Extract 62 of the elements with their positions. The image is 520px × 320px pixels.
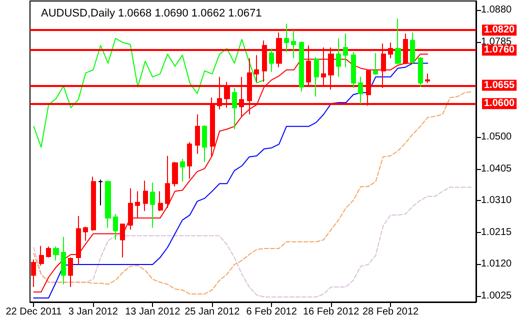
- candlestick: [91, 176, 96, 232]
- line-series: [33, 91, 473, 294]
- candlestick: [395, 18, 401, 65]
- x-tick-label: 3 Jan 2012: [68, 306, 118, 318]
- candlestick: [299, 40, 304, 92]
- line-series: [33, 38, 265, 148]
- y-tick-label: 1.0310: [481, 195, 512, 206]
- candlestick: [291, 30, 296, 59]
- ref-line-label: 1.0820: [484, 24, 516, 36]
- x-tick-label: 6 Feb 2012: [246, 306, 298, 318]
- candlestick: [410, 32, 415, 64]
- candlestick: [284, 23, 289, 53]
- candlestick: [135, 190, 140, 219]
- candlestick: [172, 161, 178, 188]
- candlestick: [314, 56, 319, 98]
- candlestick: [83, 226, 88, 242]
- y-tick-label: 1.0215: [481, 226, 512, 238]
- candlestick: [269, 48, 274, 72]
- y-tick-label: 1.0880: [481, 4, 512, 16]
- candlestick: [336, 38, 341, 78]
- candlestick: [202, 124, 207, 162]
- candlestick: [351, 52, 356, 88]
- candlestick: [150, 182, 155, 228]
- candlestick: [76, 216, 81, 266]
- x-tick-label: 28 Feb 2012: [362, 306, 420, 318]
- x-tick-label: 25 Jan 2012: [184, 306, 240, 318]
- candlestick: [53, 246, 59, 262]
- candlestick: [128, 188, 133, 230]
- candlestick: [343, 32, 348, 68]
- y-tick-label: 1.0405: [481, 163, 512, 174]
- ref-line-label: 1.0655: [484, 80, 516, 91]
- candlestick: [46, 246, 51, 258]
- candlestick: [418, 56, 423, 88]
- candlestick: [68, 257, 73, 288]
- x-tick-label: 22 Dec 2011: [6, 306, 62, 318]
- line-series: [33, 186, 473, 298]
- y-tick-label: 1.0500: [481, 132, 512, 143]
- candlestick: [180, 158, 185, 182]
- candlestick: [143, 180, 148, 212]
- ref-line-label: 1.0760: [484, 44, 516, 56]
- candlestick: [195, 114, 200, 154]
- candlestick: [31, 259, 36, 288]
- y-tick-label: 1.0025: [481, 290, 512, 302]
- candlestick: [187, 142, 192, 180]
- candlestick: [158, 190, 163, 212]
- ref-line-label: 1.0600: [484, 98, 516, 110]
- candlestick: [165, 155, 170, 209]
- candlestick: [105, 180, 111, 228]
- candlestick: [425, 73, 430, 84]
- candlestick: [61, 236, 66, 285]
- candlestick: [120, 224, 125, 258]
- candlestick: [358, 76, 363, 104]
- candlestick: [373, 52, 378, 76]
- x-tick-label: 16 Feb 2012: [302, 306, 360, 318]
- candlestick: [232, 87, 237, 130]
- x-tick-label: 13 Jan 2012: [125, 306, 181, 318]
- text: AUDUSD,Daily 1.0668 1.0690 1.0662 1.0671: [41, 8, 262, 20]
- candlestick: [39, 245, 44, 266]
- candlestick: [113, 214, 118, 240]
- candlestick: [254, 54, 259, 82]
- y-tick-label: 1.0120: [481, 258, 512, 270]
- candlestick: [98, 179, 103, 206]
